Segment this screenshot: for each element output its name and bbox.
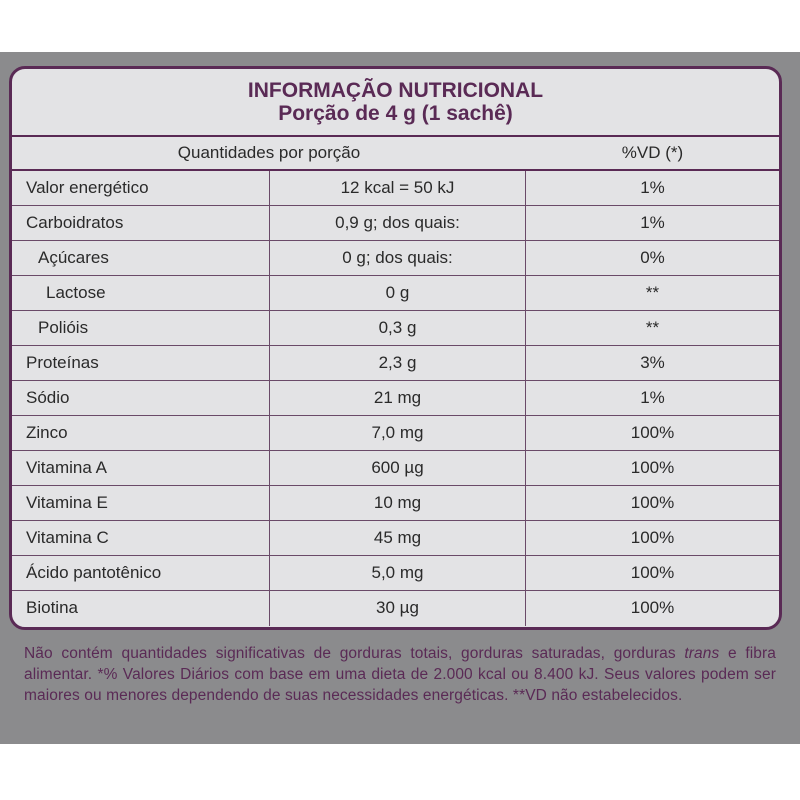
table-row: Vitamina E 10 mg 100% [12, 486, 779, 521]
table-subtitle: Porção de 4 g (1 sachê) [278, 102, 513, 125]
nutrient-quantity: 0,9 g; dos quais: [270, 206, 526, 240]
nutrient-vd: 3% [640, 353, 665, 372]
nutrient-vd: 1% [640, 213, 665, 232]
column-header-quantity: Quantidades por porção [177, 143, 361, 162]
nutrient-quantity: 45 mg [270, 521, 526, 555]
nutrient-name: Proteínas [12, 346, 270, 380]
table-title: INFORMAÇÃO NUTRICIONAL [247, 79, 544, 102]
footnote-italic: trans [684, 645, 720, 662]
table-header: INFORMAÇÃO NUTRICIONAL Porção de 4 g (1 … [12, 69, 779, 137]
nutrient-quantity: 10 mg [270, 486, 526, 520]
table-row: Açúcares 0 g; dos quais: 0% [12, 241, 779, 276]
nutrient-name: Biotina [12, 591, 270, 626]
table-row: Proteínas 2,3 g 3% [12, 346, 779, 381]
nutrient-vd: 100% [630, 423, 675, 442]
nutrient-name: Vitamina A [12, 451, 270, 485]
table-row: Biotina 30 µg 100% [12, 591, 779, 626]
nutrient-name: Lactose [12, 276, 270, 310]
nutrient-quantity: 600 µg [270, 451, 526, 485]
nutrient-quantity: 0 g; dos quais: [270, 241, 526, 275]
nutrient-name: Açúcares [12, 241, 270, 275]
table-row: Ácido pantotênico 5,0 mg 100% [12, 556, 779, 591]
nutrient-name: Vitamina E [12, 486, 270, 520]
nutrient-quantity: 2,3 g [270, 346, 526, 380]
nutrient-name: Polióis [12, 311, 270, 345]
nutrient-vd: 1% [640, 178, 665, 197]
table-row: Vitamina C 45 mg 100% [12, 521, 779, 556]
nutrient-quantity: 21 mg [270, 381, 526, 415]
table-body: Valor energético 12 kcal = 50 kJ 1% Carboid… [12, 171, 779, 626]
nutrient-name: Ácido pantotênico [12, 556, 270, 590]
table-row: Sódio 21 mg 1% [12, 381, 779, 416]
nutrient-vd: 1% [640, 388, 665, 407]
nutrient-name: Vitamina C [12, 521, 270, 555]
footnote-part1: Não contém quantidades significativas de… [24, 645, 685, 662]
nutrient-quantity: 30 µg [270, 591, 526, 626]
nutrient-vd: 100% [630, 598, 675, 617]
nutrient-quantity: 5,0 mg [270, 556, 526, 590]
nutrient-vd: 100% [630, 458, 675, 477]
column-headers: Quantidades por porção %VD (*) [12, 137, 779, 171]
nutrient-vd: 0% [640, 248, 665, 267]
nutrient-name: Carboidratos [12, 206, 270, 240]
table-row: Vitamina A 600 µg 100% [12, 451, 779, 486]
nutrient-vd: ** [645, 283, 660, 302]
table-row: Polióis 0,3 g ** [12, 311, 779, 346]
footnote: Não contém quantidades significativas de… [24, 643, 776, 706]
footnote-part2: e fibra alimentar. *% Valores Diários co… [24, 645, 776, 704]
column-header-vd: %VD (*) [621, 143, 684, 162]
nutrition-table: INFORMAÇÃO NUTRICIONAL Porção de 4 g (1 … [9, 66, 782, 630]
table-row: Valor energético 12 kcal = 50 kJ 1% [12, 171, 779, 206]
nutrient-quantity: 7,0 mg [270, 416, 526, 450]
nutrient-quantity: 0 g [270, 276, 526, 310]
nutrient-vd: 100% [630, 563, 675, 582]
nutrient-vd: 100% [630, 493, 675, 512]
nutrient-name: Zinco [12, 416, 270, 450]
nutrient-name: Sódio [12, 381, 270, 415]
nutrient-vd: 100% [630, 528, 675, 547]
nutrient-quantity: 12 kcal = 50 kJ [270, 171, 526, 205]
table-row: Lactose 0 g ** [12, 276, 779, 311]
nutrient-vd: ** [645, 318, 660, 337]
nutrient-quantity: 0,3 g [270, 311, 526, 345]
table-row: Zinco 7,0 mg 100% [12, 416, 779, 451]
nutrient-name: Valor energético [12, 171, 270, 205]
table-row: Carboidratos 0,9 g; dos quais: 1% [12, 206, 779, 241]
